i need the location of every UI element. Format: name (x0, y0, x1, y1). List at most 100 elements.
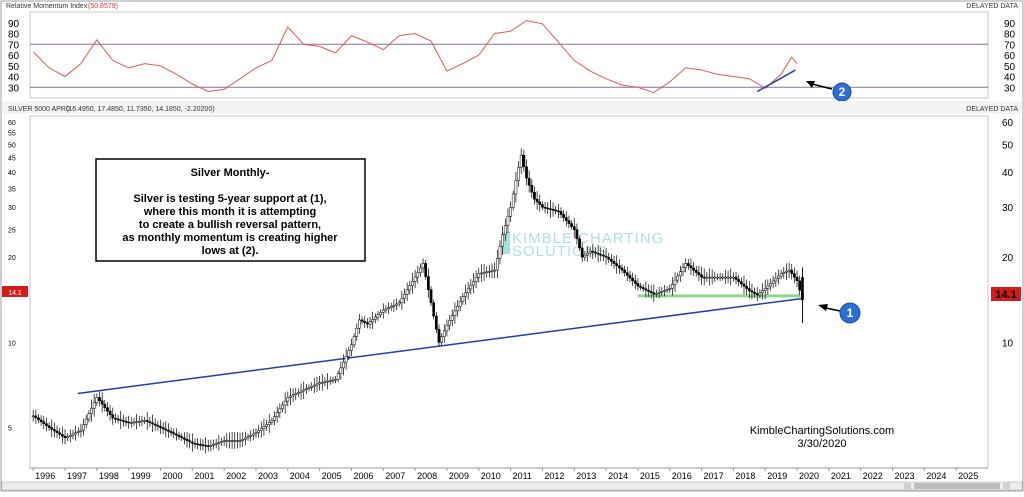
scrollbar[interactable] (1, 481, 1023, 491)
candle-body (230, 440, 234, 442)
candle-body (538, 201, 542, 205)
candle-body (143, 420, 146, 422)
scrollbar-track[interactable] (1, 481, 1023, 491)
candle-body (437, 328, 441, 343)
x-tick-label: 2011 (513, 471, 532, 481)
candle-body (371, 319, 375, 323)
candle-body (739, 281, 743, 285)
candle-body (578, 238, 581, 249)
scrollbar-thumb[interactable] (914, 483, 1000, 489)
candle-body (705, 276, 709, 279)
last-price-left-value: 14.1 (8, 290, 22, 297)
candle-body (442, 330, 446, 337)
candle-body (564, 217, 568, 221)
scrollbar-left-arrow[interactable] (904, 483, 911, 489)
candle-body (556, 210, 560, 212)
candle-body (554, 209, 558, 212)
candle-body (42, 421, 46, 424)
candle-body (305, 388, 308, 391)
candle-body (334, 379, 337, 381)
candle-body (718, 276, 722, 279)
candle-body (453, 310, 457, 316)
x-tick-label: 2020 (799, 471, 819, 481)
candle-body (713, 276, 717, 279)
support-trendline (77, 297, 804, 395)
price-panel: 60555045403530252015105605040302010 KIMB… (2, 115, 1021, 469)
candle-body (445, 324, 449, 332)
candle-body (639, 285, 642, 288)
rmi-tick-right: 40 (1004, 73, 1016, 84)
candle-body (47, 425, 51, 428)
candle-body (509, 206, 512, 217)
rmi-reference-lines (30, 43, 988, 88)
rmi-tick-right: 50 (1004, 62, 1016, 73)
candle-body (392, 304, 396, 307)
candle-body (246, 436, 250, 439)
watermark-line1: KIMBLE CHARTING (512, 230, 664, 247)
candle-body (114, 417, 117, 420)
annotation-line-1: Silver is testing 5-year support at (1), (133, 193, 326, 205)
annotation-title: Silver Monthly- (191, 167, 270, 179)
candle-body (586, 252, 589, 256)
candle-body (92, 402, 96, 409)
scrollbar-right-arrow[interactable] (1003, 483, 1010, 489)
candle-body (183, 437, 186, 440)
candle-body (206, 445, 210, 447)
candle-body (281, 404, 284, 410)
candle-body (633, 280, 637, 284)
candle-body (328, 380, 332, 382)
candle-body (655, 292, 658, 295)
candle-body (777, 275, 780, 279)
marker-1-arrowhead (818, 304, 828, 311)
candle-body (620, 267, 624, 271)
candle-body (495, 258, 499, 271)
marker-1-label: 1 (847, 306, 854, 320)
marker-1-circle (839, 302, 861, 324)
candle-body (384, 308, 388, 311)
candle-body (302, 389, 306, 392)
candle-body (477, 273, 481, 278)
last-price-tag-right: 14.1 (991, 287, 1021, 301)
candle-body (745, 286, 748, 289)
candle-body (275, 412, 279, 417)
candle-body (543, 206, 547, 209)
price-tick-right: 40 (1002, 168, 1014, 179)
candle-body (559, 211, 563, 215)
watermark-mark (502, 232, 510, 254)
candle-body (697, 272, 701, 276)
candle-body (551, 209, 555, 211)
rmi-title: Relative Momentum Index (6, 3, 88, 10)
rmi-tick-left: 70 (8, 40, 20, 51)
candle-body (66, 436, 70, 439)
candle-body (594, 251, 597, 254)
candle-body (169, 431, 173, 433)
x-tick-label: 2019 (767, 471, 787, 481)
candle-body (82, 424, 85, 431)
rmi-higher-lows-trendline (756, 69, 796, 93)
candle-body (368, 321, 372, 325)
x-tick-label: 2010 (481, 471, 501, 481)
candle-body (790, 269, 794, 274)
candle-body (175, 433, 178, 436)
candle-body (108, 410, 112, 415)
candle-body (273, 416, 276, 421)
candle-body (686, 263, 690, 266)
last-price-tag-left-bg (2, 286, 28, 297)
candle-body (344, 356, 348, 363)
candle-body (763, 288, 767, 291)
x-tick-label: 2006 (353, 471, 373, 481)
annotation-frame (95, 158, 366, 262)
candle-body (244, 437, 247, 440)
candle-body (456, 305, 459, 312)
candle-body (137, 420, 141, 423)
candle-body (342, 361, 345, 369)
x-tick-label: 2024 (926, 471, 946, 481)
last-price-right-value: 14.1 (995, 289, 1016, 301)
candle-body (177, 434, 181, 437)
candle-body (397, 302, 401, 305)
candle-body (254, 432, 258, 435)
candle-last-body (801, 277, 804, 301)
candle-body (238, 440, 242, 442)
candle-body (259, 428, 263, 431)
rmi-delayed-label: DELAYED DATA (966, 3, 1018, 10)
